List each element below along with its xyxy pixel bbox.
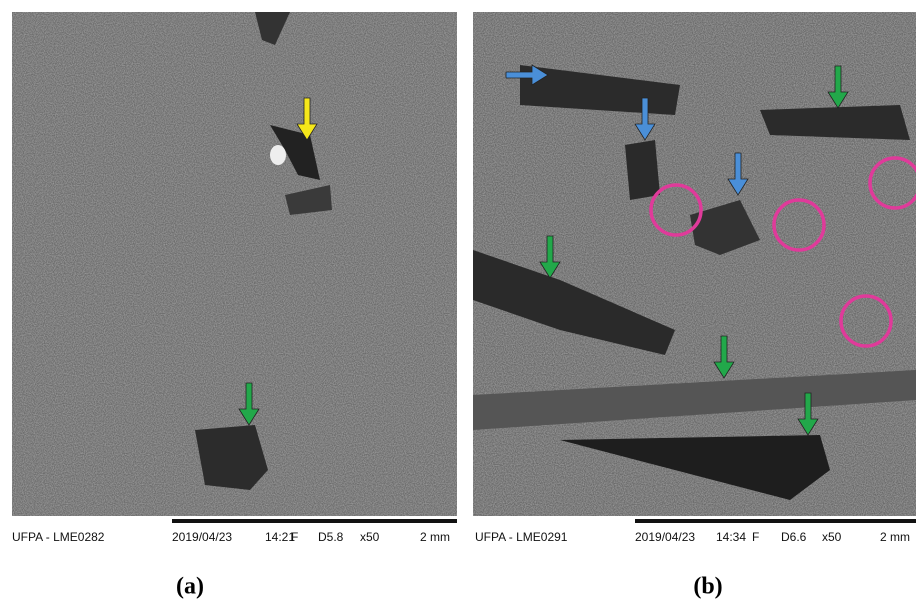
- panel-a: [12, 12, 457, 516]
- info-label: UFPA - LME0282: [12, 530, 105, 544]
- info-distance: D6.6: [781, 530, 807, 544]
- info-magnification: x50: [360, 530, 380, 544]
- info-distance: D5.8: [318, 530, 344, 544]
- info-bars: [172, 519, 916, 523]
- figure: UFPA - LME02822019/04/2314:21FD5.8x502 m…: [0, 0, 916, 603]
- scale-bar: [635, 519, 916, 523]
- info-label: UFPA - LME0291: [475, 530, 568, 544]
- info-scale: 2 mm: [420, 530, 450, 544]
- particle: [270, 145, 286, 165]
- fiber: [760, 105, 910, 140]
- info-mode: F: [291, 530, 298, 544]
- panel-caption: (b): [693, 574, 722, 600]
- panel-caption: (a): [176, 574, 204, 600]
- panel-b: [473, 12, 916, 516]
- fiber: [195, 425, 268, 490]
- info-mode: F: [752, 530, 759, 544]
- scale-bar: [172, 519, 457, 523]
- info-magnification: x50: [822, 530, 842, 544]
- info-date: 2019/04/23: [635, 530, 695, 544]
- info-date: 2019/04/23: [172, 530, 232, 544]
- info-time: 14:34: [716, 530, 746, 544]
- fiber: [625, 140, 660, 200]
- info-scale: 2 mm: [880, 530, 910, 544]
